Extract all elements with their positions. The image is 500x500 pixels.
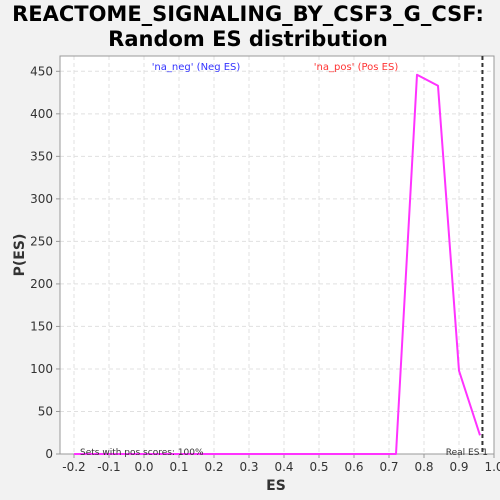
y-ticks: 0 50 100 150 200 250 300 350 400 450 <box>30 64 60 461</box>
grid <box>60 56 495 455</box>
x-tick-label: 1.0 <box>484 460 500 474</box>
x-tick-label: 0.1 <box>169 460 188 474</box>
x-tick-label: 0.2 <box>204 460 223 474</box>
x-tick-label: 0.6 <box>344 460 363 474</box>
x-tick-label: -0.2 <box>62 460 85 474</box>
y-tick-label: 300 <box>30 192 53 206</box>
chart-subtitle: Random ES distribution <box>108 27 388 51</box>
y-tick-label: 150 <box>30 319 53 333</box>
real-es-annotation: Real ES 1 <box>446 448 488 458</box>
x-tick-label: 0.0 <box>134 460 153 474</box>
x-tick-label: 0.3 <box>239 460 258 474</box>
x-tick-label: 0.9 <box>449 460 468 474</box>
y-tick-label: 450 <box>30 64 53 78</box>
x-tick-label: 0.7 <box>379 460 398 474</box>
legend-neg: 'na_neg' (Neg ES) <box>152 62 241 73</box>
plot-area <box>60 56 494 454</box>
x-tick-label: -0.1 <box>97 460 120 474</box>
y-axis-label: P(ES) <box>12 234 28 277</box>
x-tick-label: 0.5 <box>309 460 328 474</box>
legend-pos: 'na_pos' (Pos ES) <box>314 62 399 73</box>
x-ticks: -0.2 -0.1 0.0 0.1 0.2 0.3 0.4 0.5 0.6 0.7 0.8 0.9 1.… <box>62 454 500 474</box>
series-line <box>74 73 481 455</box>
y-tick-label: 400 <box>30 107 53 121</box>
x-tick-label: 0.4 <box>274 460 293 474</box>
series <box>74 73 481 455</box>
chart-title: REACTOME_SIGNALING_BY_CSF3_G_CSF: <box>12 2 484 26</box>
y-tick-label: 200 <box>30 277 53 291</box>
pos-scores-annotation: Sets with pos scores: 100% <box>80 448 204 458</box>
x-axis-label: ES <box>266 478 286 494</box>
x-tick-label: 0.8 <box>414 460 433 474</box>
y-tick-label: 350 <box>30 149 53 163</box>
y-tick-label: 250 <box>30 234 53 248</box>
y-tick-label: 100 <box>30 362 53 376</box>
y-tick-label: 50 <box>38 404 53 418</box>
y-tick-label: 0 <box>45 447 53 461</box>
